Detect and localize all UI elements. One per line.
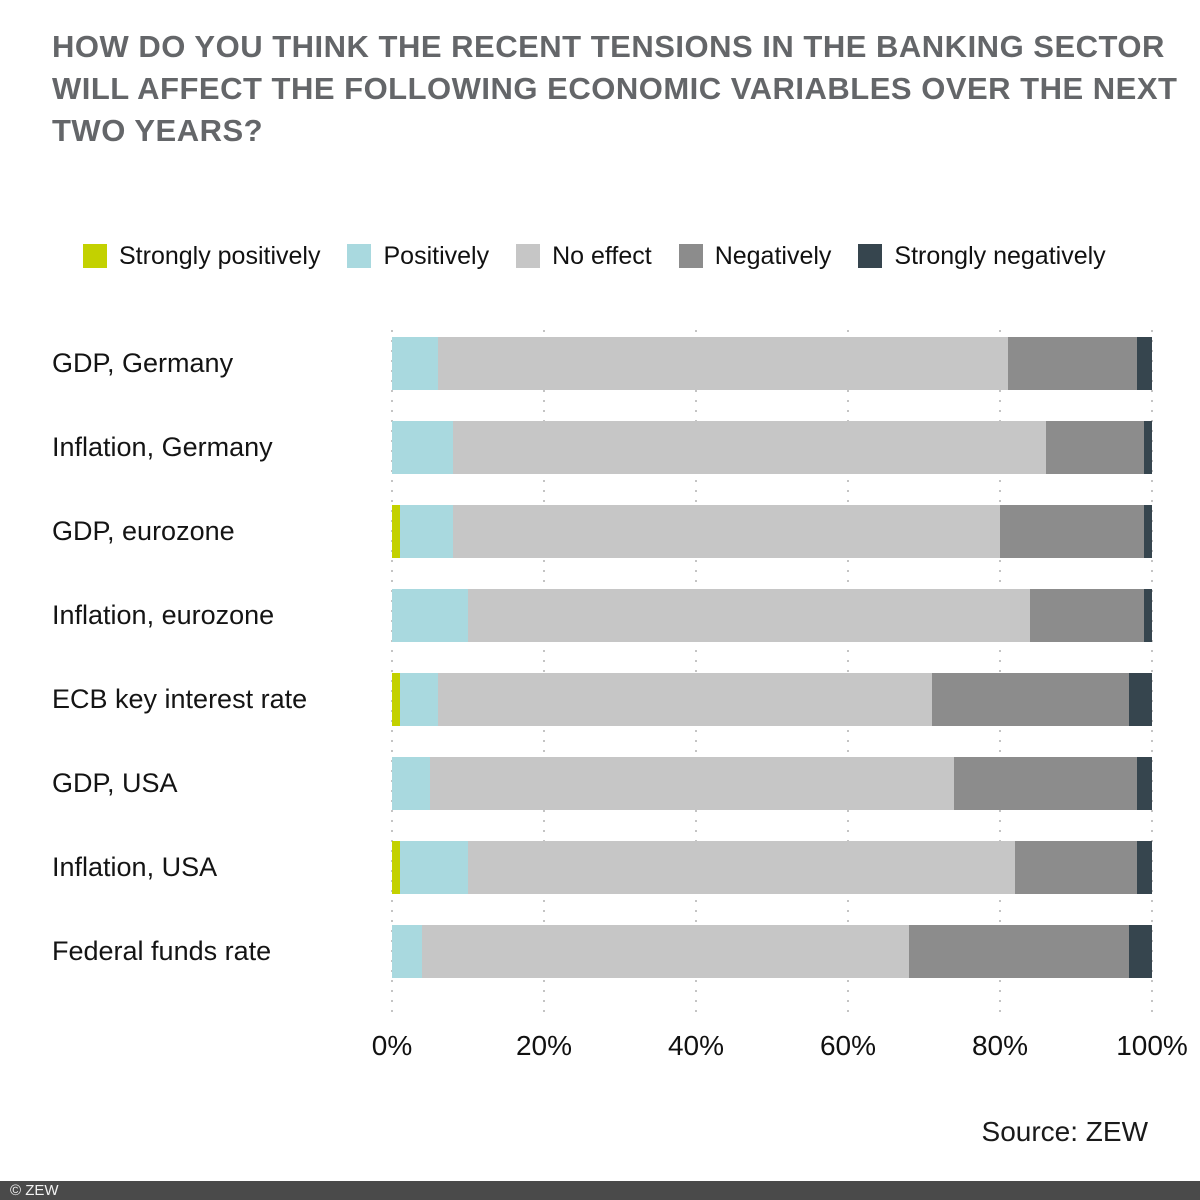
segment-federal-funds-rate-strongly-negatively xyxy=(1129,925,1152,978)
category-label-gdp-eurozone: GDP, eurozone xyxy=(52,516,235,546)
segment-gdp-germany-strongly-negatively xyxy=(1136,337,1152,390)
gridline-80 xyxy=(999,330,1001,1012)
segment-gdp-germany-positively xyxy=(392,337,438,390)
category-label-gdp-germany: GDP, Germany xyxy=(52,348,234,378)
legend-label-strongly-positively: Strongly positively xyxy=(119,242,321,270)
chart-title: HOW DO YOU THINK THE RECENT TENSIONS IN … xyxy=(52,26,1178,152)
chart-title-line3: TWO YEARS? xyxy=(52,113,264,148)
segment-gdp-eurozone-strongly-negatively xyxy=(1144,505,1152,558)
segment-gdp-eurozone-strongly-positively xyxy=(392,505,400,558)
segment-federal-funds-rate-no-effect xyxy=(422,925,909,978)
segment-inflation-eurozone-positively xyxy=(392,589,468,642)
legend-label-negatively: Negatively xyxy=(714,242,832,270)
segment-ecb-key-interest-rate-strongly-negatively xyxy=(1129,673,1152,726)
segment-ecb-key-interest-rate-strongly-positively xyxy=(392,673,400,726)
bar-gdp-usa xyxy=(392,757,1152,810)
bar-gdp-eurozone xyxy=(392,505,1152,558)
segment-inflation-eurozone-strongly-negatively xyxy=(1144,589,1152,642)
chart-title-line2: WILL AFFECT THE FOLLOWING ECONOMIC VARIA… xyxy=(52,71,1178,106)
segment-gdp-eurozone-negatively xyxy=(999,505,1145,558)
gridline-40 xyxy=(695,330,697,1012)
legend-label-positively: Positively xyxy=(383,242,490,270)
bar-gdp-germany xyxy=(392,337,1152,390)
legend-label-strongly-negatively: Strongly negatively xyxy=(894,242,1106,270)
bar-ecb-key-interest-rate xyxy=(392,673,1152,726)
segment-ecb-key-interest-rate-positively xyxy=(399,673,438,726)
segment-ecb-key-interest-rate-no-effect xyxy=(437,673,932,726)
segment-gdp-usa-negatively xyxy=(954,757,1137,810)
x-tick-0: 0% xyxy=(371,1030,413,1061)
segment-gdp-germany-negatively xyxy=(1007,337,1137,390)
segment-gdp-usa-strongly-negatively xyxy=(1136,757,1152,810)
legend-label-no-effect: No effect xyxy=(552,242,652,270)
bar-inflation-germany xyxy=(392,421,1152,474)
x-tick-20: 20% xyxy=(515,1030,573,1061)
segment-federal-funds-rate-negatively xyxy=(908,925,1130,978)
segment-inflation-usa-strongly-positively xyxy=(392,841,400,894)
segment-inflation-usa-negatively xyxy=(1015,841,1137,894)
segment-gdp-usa-positively xyxy=(392,757,430,810)
legend-item-strongly-negatively: Strongly negatively xyxy=(858,242,1106,270)
x-tick-100: 100% xyxy=(1116,1030,1188,1061)
segment-inflation-eurozone-no-effect xyxy=(468,589,1031,642)
segment-gdp-eurozone-positively xyxy=(399,505,453,558)
segment-inflation-germany-positively xyxy=(392,421,453,474)
gridline-0 xyxy=(391,330,393,1012)
footer-bar: © ZEW xyxy=(0,1181,1200,1200)
segment-ecb-key-interest-rate-negatively xyxy=(931,673,1130,726)
gridline-60 xyxy=(847,330,849,1012)
legend: Strongly positively Positively No effect Ne… xyxy=(83,243,1106,269)
category-label-inflation-usa: Inflation, USA xyxy=(52,852,218,882)
x-tick-60: 60% xyxy=(819,1030,877,1061)
bar-federal-funds-rate xyxy=(392,925,1152,978)
segment-inflation-germany-no-effect xyxy=(452,421,1046,474)
segment-inflation-usa-no-effect xyxy=(467,841,1016,894)
segment-inflation-germany-strongly-negatively xyxy=(1144,421,1152,474)
category-label-federal-funds-rate: Federal funds rate xyxy=(52,936,272,966)
gridline-100 xyxy=(1151,330,1153,1012)
segment-inflation-usa-strongly-negatively xyxy=(1136,841,1152,894)
segment-inflation-germany-negatively xyxy=(1045,421,1145,474)
x-tick-40: 40% xyxy=(667,1030,725,1061)
chart-title-line1: HOW DO YOU THINK THE RECENT TENSIONS IN … xyxy=(52,29,1165,64)
category-label-ecb-key-interest-rate: ECB key interest rate xyxy=(52,684,308,714)
segment-federal-funds-rate-positively xyxy=(392,925,423,978)
legend-item-negatively: Negatively xyxy=(678,242,832,270)
category-label-gdp-usa: GDP, USA xyxy=(52,768,178,798)
bar-inflation-usa xyxy=(392,841,1152,894)
segment-gdp-eurozone-no-effect xyxy=(452,505,1000,558)
segment-inflation-eurozone-negatively xyxy=(1030,589,1145,642)
legend-item-no-effect: No effect xyxy=(516,243,652,269)
segment-gdp-germany-no-effect xyxy=(437,337,1008,390)
segment-gdp-usa-no-effect xyxy=(430,757,955,810)
gridline-20 xyxy=(543,330,545,1012)
bar-inflation-eurozone xyxy=(392,589,1152,642)
category-label-inflation-germany: Inflation, Germany xyxy=(52,432,273,462)
source-note: Source: ZEW xyxy=(981,1116,1148,1147)
legend-swatch-no-effect xyxy=(516,244,541,268)
segment-inflation-usa-positively xyxy=(399,841,468,894)
x-tick-80: 80% xyxy=(971,1030,1029,1061)
category-label-inflation-eurozone: Inflation, eurozone xyxy=(52,600,275,630)
legend-swatch-strongly-negatively xyxy=(858,244,883,268)
legend-swatch-positively xyxy=(347,244,372,268)
legend-swatch-strongly-positively xyxy=(83,244,107,268)
plot-area xyxy=(391,330,1153,1012)
legend-item-positively: Positively xyxy=(347,243,489,269)
legend-swatch-negatively xyxy=(678,244,703,268)
legend-item-strongly-positively: Strongly positively xyxy=(83,243,320,269)
footer-copyright: © ZEW xyxy=(10,1182,59,1199)
